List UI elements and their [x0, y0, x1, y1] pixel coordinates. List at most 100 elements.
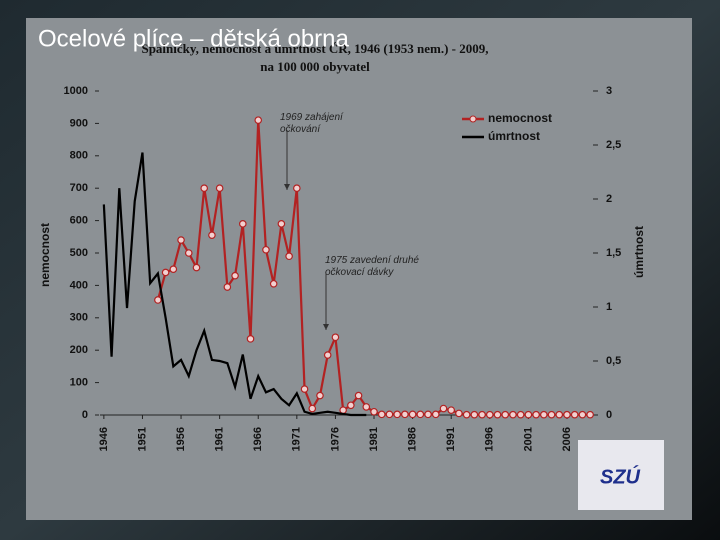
data-point	[231, 271, 239, 280]
legend-marker	[469, 115, 477, 123]
data-point	[269, 279, 278, 288]
x-tick-label: 1976	[329, 427, 341, 451]
data-point	[540, 410, 548, 419]
y-tick-label: 700	[70, 182, 88, 194]
y-tick-label: 0	[82, 409, 88, 421]
y-tick-label: 500	[70, 247, 88, 259]
data-point	[547, 410, 556, 419]
data-point	[208, 231, 216, 239]
data-point	[501, 410, 510, 419]
data-point	[339, 406, 347, 414]
data-point	[246, 335, 255, 343]
data-point	[516, 410, 525, 419]
x-tick-label: 1946	[98, 427, 110, 451]
y2-tick-label: 2	[606, 193, 612, 205]
data-point	[169, 265, 178, 274]
y-tick-label: 900	[70, 117, 88, 129]
data-point	[331, 333, 340, 342]
data-point	[200, 184, 209, 193]
data-point	[470, 410, 479, 419]
logo-box	[578, 440, 664, 510]
annotation: 1969 zahájení očkování	[280, 112, 344, 135]
data-point	[524, 410, 533, 419]
y-tick-label: 600	[70, 215, 88, 227]
data-point	[323, 351, 332, 359]
data-point	[377, 410, 386, 419]
data-point	[393, 410, 401, 419]
data-point	[215, 184, 224, 193]
data-point	[293, 184, 301, 193]
x-tick-label: 1991	[445, 427, 457, 451]
data-point	[578, 410, 587, 419]
data-point	[154, 296, 162, 304]
data-point	[385, 410, 394, 419]
data-point	[532, 410, 540, 419]
x-tick-label: 1951	[136, 427, 148, 451]
data-point	[161, 268, 170, 277]
data-point	[570, 410, 579, 419]
y2-tick-label: 1,5	[606, 247, 621, 259]
data-point	[308, 404, 317, 413]
data-point	[447, 406, 456, 414]
data-point	[347, 401, 355, 410]
data-point	[555, 410, 564, 419]
x-tick-label: 1981	[368, 427, 380, 451]
data-point	[277, 220, 286, 228]
legend-label: nemocnost	[488, 111, 552, 125]
y2-tick-label: 3	[606, 85, 612, 97]
x-tick-label: 1971	[291, 427, 303, 451]
legend-label: úmrtnost	[488, 129, 540, 143]
data-point	[192, 263, 201, 272]
x-tick-label: 2001	[522, 427, 534, 451]
annotation-arrowhead	[323, 324, 329, 330]
data-point	[478, 410, 486, 419]
data-point	[439, 404, 448, 413]
annotation: 1975 zavedení druhé očkovací dávky	[325, 255, 419, 278]
x-tick-label: 1966	[252, 427, 264, 451]
data-point	[424, 410, 432, 419]
x-tick-label: 1961	[214, 427, 226, 451]
x-tick-label: 1996	[484, 427, 496, 451]
data-point	[177, 236, 185, 244]
y2-tick-label: 0	[606, 409, 612, 421]
y-tick-label: 300	[70, 312, 88, 324]
x-tick-label: 1986	[407, 427, 419, 451]
data-point	[354, 391, 363, 400]
data-point	[316, 391, 324, 400]
y2-axis-label: úmrtnost	[632, 226, 646, 278]
x-tick-label: 2006	[561, 427, 573, 451]
chart-subtitle: na 100 000 obyvatel	[260, 59, 370, 74]
y-axis-label: nemocnost	[38, 223, 52, 287]
data-point	[416, 410, 425, 419]
chart-title: Spalničky, nemocnost a úmrtnost ČR, 1946…	[141, 41, 488, 56]
y-tick-label: 800	[70, 150, 88, 162]
y2-tick-label: 0,5	[606, 355, 621, 367]
y2-tick-label: 2,5	[606, 139, 621, 151]
chart-panel	[26, 18, 692, 520]
slide-title: Ocelové plíce – dětská obrna	[38, 25, 350, 52]
y-tick-label: 400	[70, 279, 88, 291]
data-point	[401, 410, 409, 419]
data-point	[509, 410, 517, 419]
data-point	[462, 410, 471, 419]
data-point	[370, 407, 378, 416]
y2-tick-label: 1	[606, 301, 612, 313]
y-tick-label: 100	[70, 377, 88, 389]
data-point	[485, 410, 494, 419]
data-point	[300, 385, 309, 393]
data-point	[563, 410, 571, 419]
logo: SZÚ	[600, 464, 641, 488]
y-tick-label: 1000	[64, 85, 88, 97]
data-point	[455, 409, 463, 418]
data-point	[493, 410, 502, 419]
data-point	[586, 410, 594, 419]
annotation-arrowhead	[284, 184, 290, 190]
data-point	[408, 410, 417, 419]
x-tick-label: 1956	[175, 427, 187, 451]
data-point	[238, 220, 247, 228]
data-point	[431, 410, 440, 419]
data-point	[254, 116, 263, 124]
data-point	[223, 283, 232, 291]
data-point	[285, 252, 293, 261]
